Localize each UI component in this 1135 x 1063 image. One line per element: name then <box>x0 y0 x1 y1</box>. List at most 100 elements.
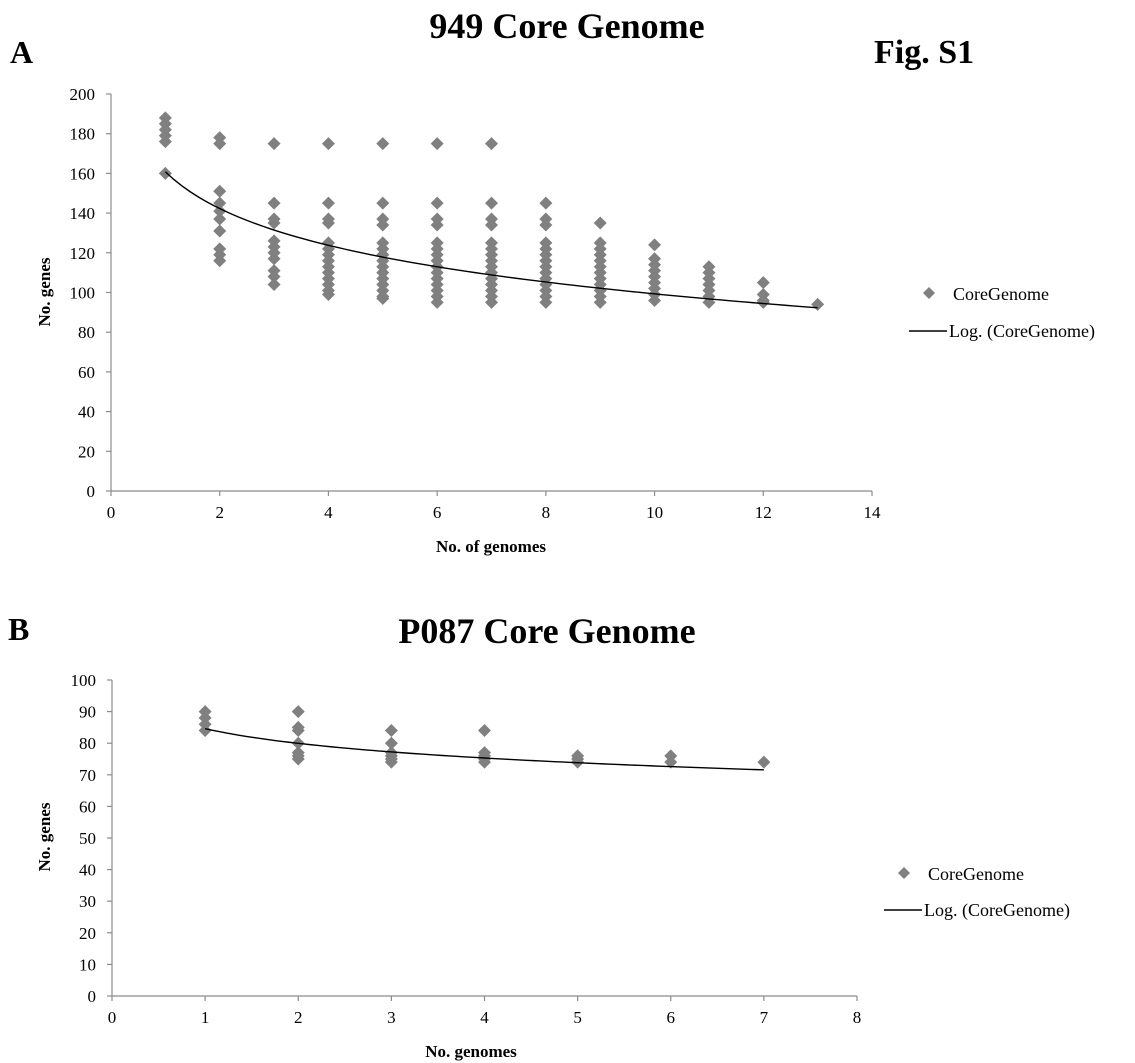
panel-a-data-point <box>648 293 662 307</box>
panel-b-data-point <box>384 736 398 750</box>
panel-a-x-tick-label: 10 <box>646 503 663 522</box>
panel-b-title: P087 Core Genome <box>398 611 695 651</box>
panel-a-x-tick-label: 2 <box>215 503 224 522</box>
panel-b-data-point <box>384 724 398 738</box>
panel-a-data-point <box>213 204 227 218</box>
panel-a-data-point <box>376 291 390 305</box>
panel-a-data-point <box>267 252 281 266</box>
panel-a-data-point <box>485 295 498 309</box>
panel-a-data-point <box>430 218 444 232</box>
panel-a-data-point <box>376 218 390 232</box>
panel-a-y-tick-label: 0 <box>87 482 96 501</box>
panel-a-data-point <box>539 295 553 309</box>
panel-a-y-tick-label: 180 <box>70 125 96 144</box>
panel-a-title: 949 Core Genome <box>429 6 704 46</box>
panel-a-y-tick-label: 140 <box>70 204 96 223</box>
panel-a-data-point <box>213 137 227 151</box>
panel-a-x-tick-label: 14 <box>864 503 882 522</box>
panel-b-y-tick-label: 40 <box>79 861 96 880</box>
panel-b-y-tick-label: 80 <box>79 734 96 753</box>
panel-b-x-tick-label: 5 <box>573 1008 582 1027</box>
panel-a-x-tick-label: 6 <box>433 503 442 522</box>
panel-a-data-point <box>756 276 770 290</box>
panel-a-x-tick-label: 0 <box>107 503 116 522</box>
panel-b-data-point <box>291 705 305 719</box>
panel-a-y-tick-label: 100 <box>70 284 96 303</box>
panel-a-data-point <box>756 295 770 309</box>
panel-b-data-point <box>664 755 678 769</box>
panel-a-data-point <box>213 212 227 226</box>
panel-b-y-axis-label: No. genes <box>35 802 54 871</box>
panel-a-y-tick-label: 120 <box>70 244 96 263</box>
panel-a-y-tick-label: 160 <box>70 164 96 183</box>
panel-b-data-point <box>478 724 491 738</box>
panel-a-x-tick-label: 8 <box>542 503 551 522</box>
panel-a-data-point <box>539 218 553 232</box>
figure-label: Fig. S1 <box>874 34 974 71</box>
panel-a-data-point <box>430 295 444 309</box>
panel-b-x-tick-label: 3 <box>387 1008 396 1027</box>
panel-a-data-point <box>376 137 390 151</box>
panel-a-data-point <box>267 216 281 230</box>
panel-b-data-point <box>198 724 212 738</box>
panel-b-legend-marker <box>898 867 910 879</box>
panel-b-legend-trend: Log. (CoreGenome) <box>924 900 1070 921</box>
panel-a-data-point <box>213 184 227 198</box>
panel-b-x-tick-label: 4 <box>480 1008 489 1027</box>
panel-b-x-axis-label: No. genomes <box>425 1042 517 1061</box>
panel-a-data-point <box>321 137 335 151</box>
panel-a-y-tick-label: 20 <box>78 442 95 461</box>
panel-a-data-point <box>485 218 498 232</box>
panel-a-data-point <box>430 196 444 210</box>
panel-a-data-point <box>213 224 227 238</box>
panel-b-legend: CoreGenome Log. (CoreGenome) <box>884 864 1070 921</box>
panel-b-y-tick-label: 50 <box>79 829 96 848</box>
panel-a-legend: CoreGenome Log. (CoreGenome) <box>909 284 1095 342</box>
panel-b-x-tick-label: 6 <box>667 1008 676 1027</box>
panel-a-data-point <box>213 254 227 268</box>
panel-b-data-point <box>291 752 305 766</box>
panel-a-data-point <box>158 166 172 180</box>
panel-a-y-axis-label: No. genes <box>35 257 54 326</box>
panel-a-x-tick-label: 12 <box>755 503 772 522</box>
panel-a-y-tick-label: 60 <box>78 363 95 382</box>
panel-a-data-point <box>648 238 662 252</box>
panel-b-x-tick-label: 8 <box>853 1008 862 1027</box>
panel-a-legend-marker <box>923 287 935 299</box>
panel-a-data-point <box>811 297 825 311</box>
panel-a-data-point <box>267 137 281 151</box>
panel-a-letter: A <box>10 34 33 70</box>
panel-b-y-tick-label: 10 <box>79 955 96 974</box>
panel-a-data-point <box>539 196 553 210</box>
panel-a-data-point <box>321 196 335 210</box>
panel-a-data-point <box>158 135 172 149</box>
panel-a-data-point <box>485 196 498 210</box>
panel-a-trendline <box>164 171 818 309</box>
panel-b-x-tick-label: 2 <box>294 1008 303 1027</box>
panel-a-legend-trend: Log. (CoreGenome) <box>949 321 1095 342</box>
panel-a-data-point <box>593 216 607 230</box>
panel-b-y-tick-label: 0 <box>88 987 97 1006</box>
panel-b-x-tick-label: 0 <box>108 1008 117 1027</box>
panel-b-x-tick-label: 7 <box>760 1008 769 1027</box>
panel-a-y-tick-label: 40 <box>78 403 95 422</box>
panel-b-trendline <box>204 727 764 771</box>
panel-b-y-tick-label: 20 <box>79 924 96 943</box>
panel-a-plot: 0 20 40 60 80 100 120 140 160 180 200 0 2 4 6 8 10 12 14 <box>70 85 882 522</box>
panel-b-legend-points: CoreGenome <box>928 864 1024 884</box>
panel-b-letter: B <box>8 611 29 647</box>
panel-a-data-point <box>485 137 498 151</box>
panel-b-x-tick-label: 1 <box>201 1008 210 1027</box>
panel-b-y-tick-label: 30 <box>79 892 96 911</box>
panel-a-data-point <box>430 137 444 151</box>
panel-b-data-point <box>757 755 771 769</box>
panel-a-x-tick-label: 4 <box>324 503 333 522</box>
panel-b-y-tick-label: 90 <box>79 703 96 722</box>
panel-b-data-point <box>384 755 398 769</box>
panel-a-y-tick-label: 80 <box>78 323 95 342</box>
panel-b-y-tick-label: 100 <box>71 671 97 690</box>
panel-a-data-point <box>593 295 607 309</box>
panel-a-data-point <box>321 287 335 301</box>
panel-a-data-point <box>267 270 281 284</box>
